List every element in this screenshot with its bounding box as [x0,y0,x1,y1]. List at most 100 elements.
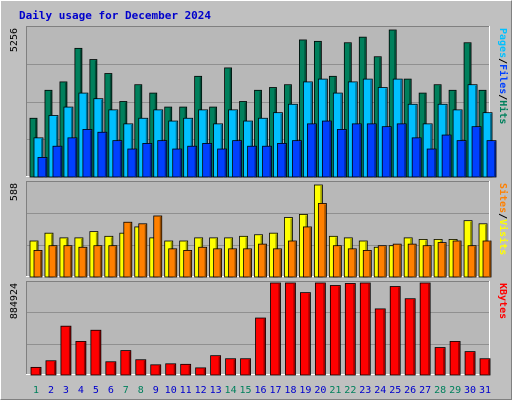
sites-bar [407,243,417,278]
kbytes-bar [240,358,251,376]
kbytes-bar [210,355,222,376]
kbytes-bar [165,363,177,376]
kbytes-bar [255,317,266,376]
sites-bar [437,242,447,278]
kbytes-bar [180,363,192,376]
kbytes-bar-shade [473,352,475,375]
sites-bar [467,245,477,278]
visits-sites-border-dark [26,181,490,277]
kbytes-bar [90,329,102,376]
kbytes-bar-shade [248,359,251,375]
sites-bar [482,240,492,278]
kbytes-bar-shade [158,365,161,375]
sites-bar-shade [99,246,102,277]
sites-bar [63,245,73,278]
kbytes-bar-shade [203,368,206,375]
day-label: 30 [464,385,476,396]
pages-bar [471,126,482,178]
pages-bar [247,145,257,178]
kbytes-legend: KBytes [497,283,508,319]
day-label: 19 [299,385,311,396]
kbytes-bar-shade [383,309,385,375]
sites-bar-shade [369,251,371,277]
sites-bar [138,223,148,278]
pages-bar [142,143,153,178]
pages-bar-shade [464,141,466,177]
pages-bar [67,137,78,178]
kbytes-bar-shade [278,284,280,375]
pages-bar-shade [179,150,182,177]
pages-bar-shade [134,150,137,177]
kbytes-bar [300,292,311,376]
pages-bar [112,140,123,178]
sites-bar-shade [399,245,401,277]
pages-bar [217,148,228,178]
pages-bar-shade [494,141,496,177]
sites-bar-shade [129,223,132,277]
kbytes-bar [195,367,207,376]
pages-bar-shade [104,133,107,177]
kbytes-bar-shade [68,327,71,375]
kbytes-bar-shade [413,299,415,375]
legend-part: / [497,213,508,219]
chart-title: Daily usage for December 2024 [19,9,211,22]
pages-bar-shade [164,141,167,177]
day-label: 13 [210,385,222,396]
day-label: 1 [33,385,39,396]
kbytes-bar-shade [398,287,400,375]
pages-bar-shade [389,127,391,177]
kbytes-bar-shade [173,364,176,375]
day-label: 16 [254,385,266,396]
pages-bar-shade [449,136,451,177]
legend-part: / [497,58,508,64]
kbytes-bar-shade [113,362,116,375]
sites-bar [332,245,342,278]
sites-bar [347,248,357,278]
kbytes-bar [479,358,491,376]
legend-part: Pages [497,28,508,58]
sites-bar-shade [309,227,311,277]
kbytes-bar-shade [83,342,86,375]
hits-files-pages-border-dark [26,26,490,177]
legend-part: Files [497,64,509,94]
sites-bar-shade [249,249,252,277]
pages-bar-shade [194,147,197,177]
sites-bar-shade [264,245,267,277]
day-label: 5 [93,385,99,396]
day-label: 21 [329,385,341,396]
pages-bar [37,157,48,178]
day-label: 17 [269,385,281,396]
sites-bar [392,243,402,278]
kbytes-bar-shade [428,284,430,375]
legend-part: / [497,94,508,100]
kbytes-bar-shade [53,361,56,375]
sites-bar-shade [69,246,72,277]
pages-bar-shade [89,130,92,177]
kbytes-bar [45,360,57,376]
day-label: 11 [180,385,192,396]
kbytes-bar-shade [128,351,131,375]
kbytes-border-dark [26,281,490,375]
pages-bar-shade [329,122,331,177]
pages-bar [456,140,467,178]
legend-part: Sites [497,183,509,213]
kbytes-bar-shade [488,359,490,375]
pages-bar [381,126,392,178]
sites-bar-shade [219,249,222,277]
kbytes-bar-shade [188,365,191,375]
sites-bar-shade [384,246,386,277]
pages-bar [232,140,242,178]
pages-bar [321,120,332,178]
kbytes-bar-shade [338,286,340,375]
visits-sites-panel: 588 Sites/Visits [9,181,509,278]
sites-bar-shade [279,249,281,277]
pages-bar [202,143,213,178]
kbytes-bar [449,341,461,376]
sites-bar-shade [429,246,431,277]
sites-bar-shade [459,242,461,277]
kbytes-bar-shade [458,342,460,375]
pages-bar-shade [359,124,361,177]
day-label: 20 [314,385,326,396]
pages-bar-shade [239,141,242,177]
sites-bar [243,248,252,278]
